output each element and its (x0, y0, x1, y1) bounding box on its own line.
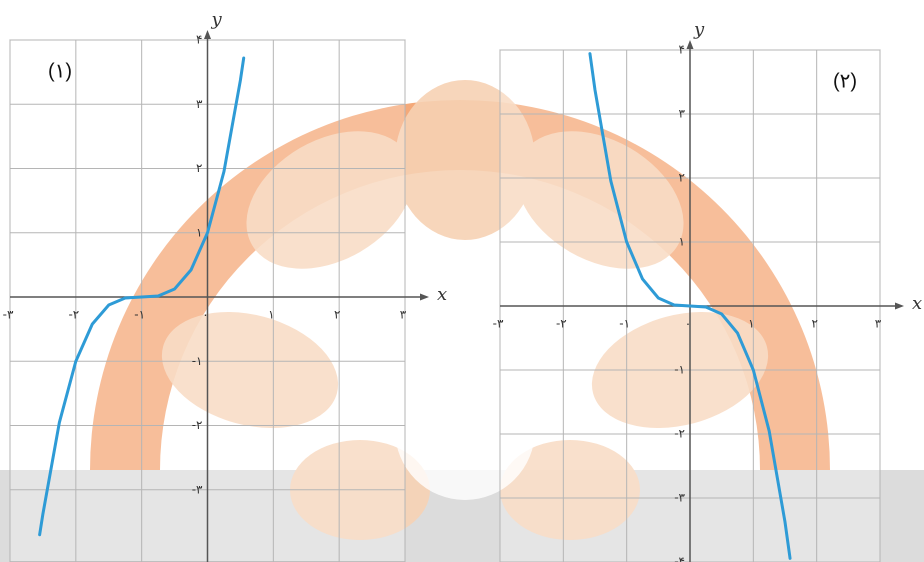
x-tick-label: -۱ (619, 317, 630, 331)
graph: -۳ -۲ -۱ ٠ ۱ ۲ ۳ -۳ -۲ -۱ ۱ ۲ ۳ ۴ x y (۱) (3, 9, 447, 562)
panel-label: (۱) (48, 60, 72, 82)
x-arrow (895, 302, 904, 310)
curve (588, 52, 792, 560)
y-tick-label: -۱ (674, 363, 685, 377)
x-tick-label: -۲ (68, 308, 79, 322)
y-arrow (686, 40, 694, 49)
x-tick-label: ۱ (748, 317, 754, 331)
x-tick-label: ٠ (202, 308, 208, 322)
y-tick-label: -۳ (192, 482, 203, 496)
y-axis-label: y (693, 19, 705, 40)
y-tick-label: ۴ (196, 33, 202, 47)
y-tick-label: ۳ (196, 97, 203, 111)
y-tick-label: -۱ (192, 354, 203, 368)
x-tick-label: -۳ (3, 308, 14, 322)
x-tick-label: ۳ (400, 308, 407, 322)
y-tick-label: -۲ (192, 418, 203, 432)
x-tick-label: ۳ (875, 317, 882, 331)
y-tick-label: ۲ (679, 171, 685, 185)
y-tick-label: ۴ (679, 43, 685, 57)
y-tick-label: -۴ (674, 555, 685, 562)
x-tick-label: -۳ (493, 317, 504, 331)
y-tick-label: ۲ (196, 161, 202, 175)
x-tick-label: ۲ (334, 308, 340, 322)
x-tick-label: ۲ (811, 317, 817, 331)
y-tick-label: ۱ (196, 225, 202, 239)
y-arrow (204, 30, 211, 39)
y-tick-label: -۳ (674, 491, 685, 505)
y-tick-label: -۲ (674, 427, 685, 441)
x-tick-label: -۲ (556, 317, 567, 331)
panel-label: (۲) (833, 70, 857, 92)
x-arrow (420, 293, 429, 301)
y-tick-label: ۳ (679, 107, 686, 121)
curve (38, 56, 246, 537)
graph: -۳ -۲ -۱ ٠ ۱ ۲ ۳ -۴ -۳ -۲ -۱ ۱ ۲ ۳ ۴ x y (۲) (493, 19, 922, 562)
y-tick-label: ۱ (679, 235, 685, 249)
x-tick-label: ٠ (685, 317, 691, 331)
x-tick-label: -۱ (134, 308, 145, 322)
x-axis-label: x (912, 293, 922, 314)
x-tick-label: ۱ (268, 308, 274, 322)
x-axis-label: x (437, 284, 447, 305)
petals (161, 80, 769, 540)
y-axis-label: y (211, 9, 223, 30)
background-watermark (0, 80, 924, 562)
